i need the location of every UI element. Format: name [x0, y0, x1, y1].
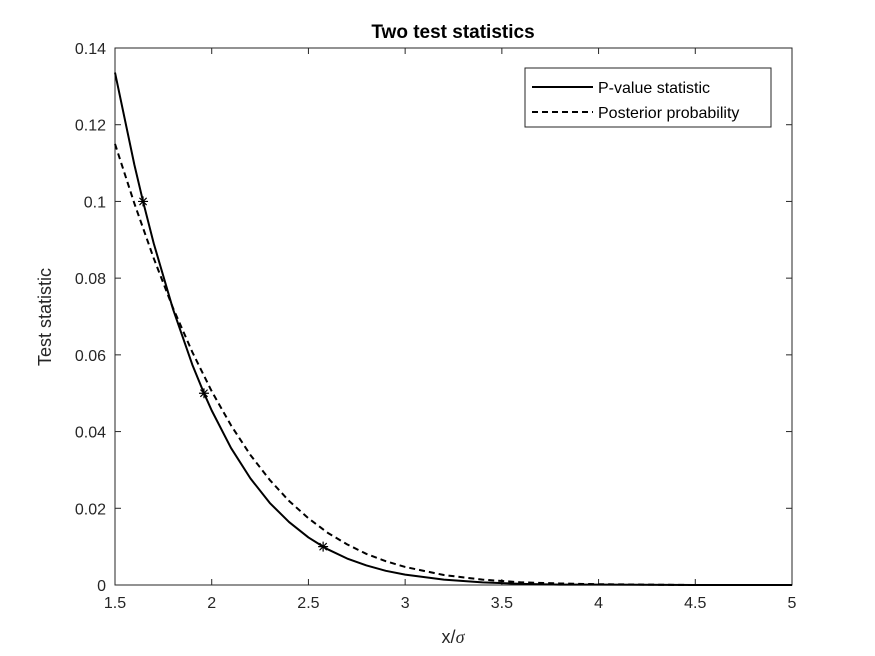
- x-tick-label: 5: [788, 595, 797, 612]
- x-axis-title: x/σ: [442, 627, 466, 647]
- x-axis-title-main: x/: [442, 627, 456, 647]
- x-tick-label: 3.5: [491, 595, 513, 612]
- x-tick-label: 4.5: [684, 595, 706, 612]
- series-line-posterior-probability: [114, 143, 792, 586]
- x-tick-label: 2: [207, 595, 216, 612]
- y-tick-label: 0.04: [75, 425, 106, 442]
- marker-layer: [138, 196, 329, 552]
- legend-box: [524, 67, 772, 128]
- asterisk-marker: [198, 388, 209, 399]
- x-tick-label: 1.5: [104, 595, 126, 612]
- y-tick-label: 0.1: [84, 194, 106, 211]
- legend-label-posterior: Posterior probability: [598, 105, 739, 122]
- y-tick-label: 0.02: [75, 501, 106, 518]
- y-tick-label: 0.06: [75, 348, 106, 365]
- y-tick-label: 0.08: [75, 271, 106, 288]
- series-line-p-value-statistic: [114, 72, 792, 586]
- y-tick-label: 0: [97, 578, 106, 595]
- series-layer: [114, 72, 792, 586]
- x-tick-label: 3: [401, 595, 410, 612]
- y-axis-ticks: 0 0.02 0.04 0.06 0.08 0.1 0.12 0.14: [75, 41, 792, 595]
- y-tick-label: 0.12: [75, 118, 106, 135]
- chart-title: Two test statistics: [371, 22, 534, 43]
- x-tick-label: 2.5: [297, 595, 319, 612]
- asterisk-marker: [138, 196, 149, 207]
- legend: P-value statistic Posterior probability: [524, 67, 772, 128]
- plot-area: [114, 47, 793, 586]
- asterisk-marker: [318, 541, 329, 552]
- y-axis-title: Test statistic: [35, 268, 55, 366]
- y-tick-label: 0.14: [75, 41, 106, 58]
- x-axis-ticks: 1.5 2 2.5 3 3.5 4 4.5 5: [104, 48, 797, 612]
- legend-label-p-value: P-value statistic: [598, 80, 710, 97]
- x-tick-label: 4: [594, 595, 603, 612]
- x-axis-title-sigma: σ: [456, 627, 466, 647]
